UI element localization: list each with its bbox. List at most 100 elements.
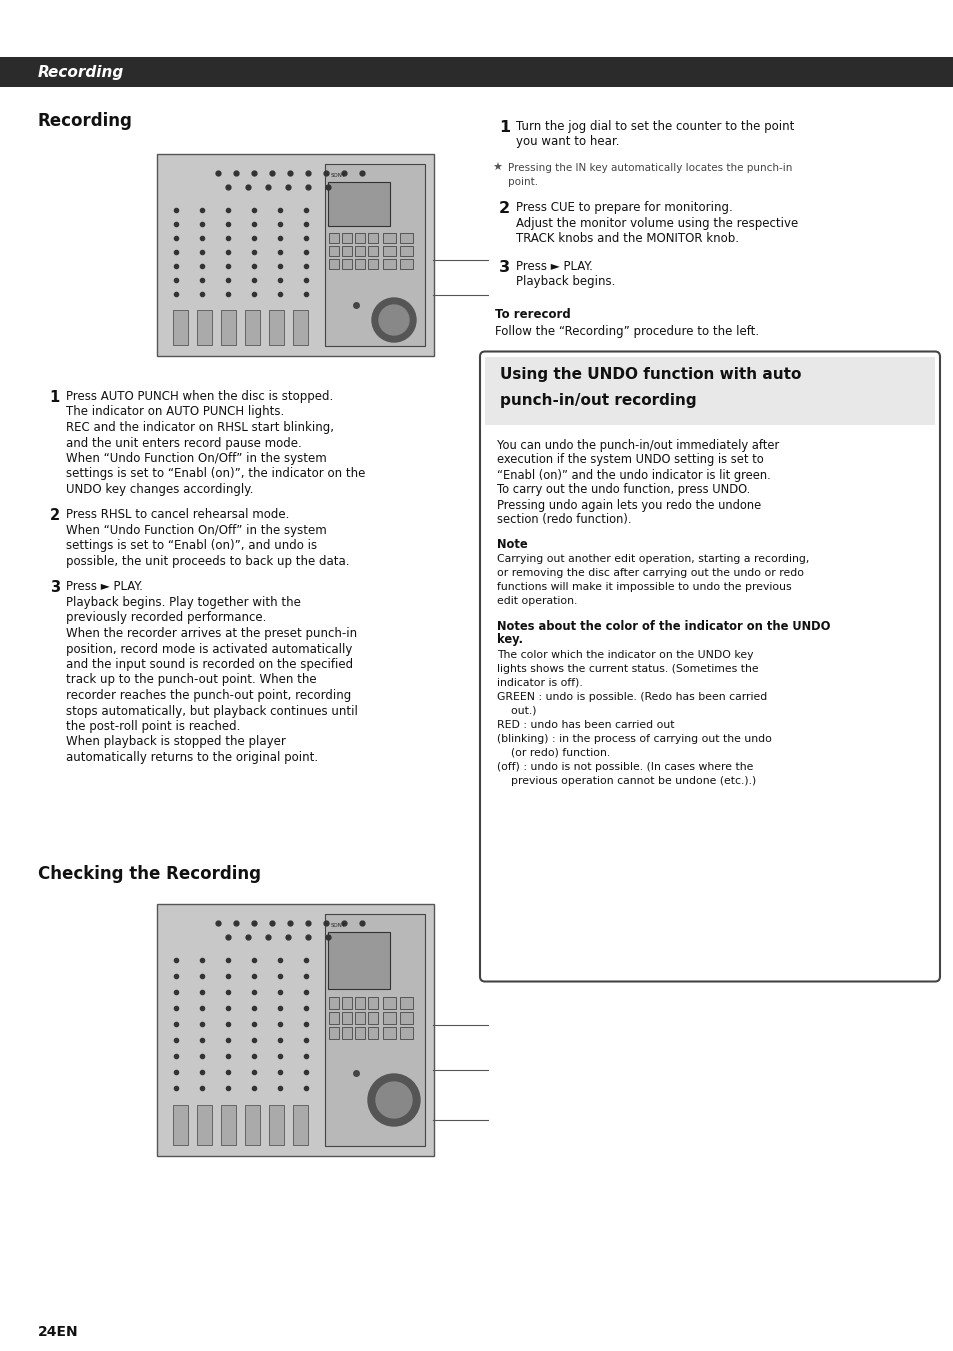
FancyBboxPatch shape — [269, 1105, 284, 1146]
Text: REC and the indicator on RHSL start blinking,: REC and the indicator on RHSL start blin… — [66, 422, 334, 434]
FancyBboxPatch shape — [368, 232, 377, 243]
Text: Using the UNDO function with auto: Using the UNDO function with auto — [499, 366, 801, 381]
FancyBboxPatch shape — [196, 1105, 212, 1146]
Text: RED : undo has been carried out: RED : undo has been carried out — [497, 720, 674, 730]
Text: Notes about the color of the indicator on the UNDO: Notes about the color of the indicator o… — [497, 620, 830, 632]
Text: When “Undo Function On/Off” in the system: When “Undo Function On/Off” in the syste… — [66, 453, 327, 465]
FancyBboxPatch shape — [293, 309, 308, 345]
Text: “Enabl (on)” and the undo indicator is lit green.: “Enabl (on)” and the undo indicator is l… — [497, 469, 770, 481]
Text: SONY: SONY — [331, 923, 346, 928]
Text: SONY: SONY — [331, 173, 346, 178]
FancyBboxPatch shape — [172, 1105, 188, 1146]
Text: When playback is stopped the player: When playback is stopped the player — [66, 735, 286, 748]
FancyBboxPatch shape — [382, 246, 395, 255]
Text: (off) : undo is not possible. (In cases where the: (off) : undo is not possible. (In cases … — [497, 762, 753, 771]
Text: ★: ★ — [492, 163, 501, 173]
Text: recorder reaches the punch-out point, recording: recorder reaches the punch-out point, re… — [66, 689, 351, 703]
FancyBboxPatch shape — [341, 997, 352, 1009]
Text: point.: point. — [507, 177, 537, 186]
FancyBboxPatch shape — [341, 246, 352, 255]
Text: UNDO key changes accordingly.: UNDO key changes accordingly. — [66, 484, 253, 496]
Text: Press CUE to prepare for monitoring.: Press CUE to prepare for monitoring. — [516, 201, 732, 213]
FancyBboxPatch shape — [325, 915, 424, 1146]
Text: previously recorded performance.: previously recorded performance. — [66, 612, 266, 624]
Text: You can undo the punch-in/out immediately after: You can undo the punch-in/out immediatel… — [497, 439, 779, 451]
FancyBboxPatch shape — [368, 246, 377, 255]
Text: out.): out.) — [497, 705, 536, 716]
Text: stops automatically, but playback continues until: stops automatically, but playback contin… — [66, 704, 357, 717]
FancyBboxPatch shape — [341, 1027, 352, 1039]
Text: Checking the Recording: Checking the Recording — [38, 865, 261, 884]
Text: edit operation.: edit operation. — [497, 596, 577, 605]
Text: To rerecord: To rerecord — [495, 308, 570, 322]
Text: Playback begins. Play together with the: Playback begins. Play together with the — [66, 596, 300, 609]
Text: 2: 2 — [498, 201, 510, 216]
FancyBboxPatch shape — [172, 309, 188, 345]
FancyBboxPatch shape — [382, 1012, 395, 1024]
FancyBboxPatch shape — [196, 309, 212, 345]
Text: and the input sound is recorded on the specified: and the input sound is recorded on the s… — [66, 658, 353, 671]
FancyBboxPatch shape — [245, 1105, 260, 1146]
Text: The indicator on AUTO PUNCH lights.: The indicator on AUTO PUNCH lights. — [66, 405, 284, 419]
FancyBboxPatch shape — [355, 1012, 365, 1024]
Text: Follow the “Recording” procedure to the left.: Follow the “Recording” procedure to the … — [495, 324, 759, 338]
FancyBboxPatch shape — [355, 259, 365, 269]
FancyBboxPatch shape — [269, 309, 284, 345]
FancyBboxPatch shape — [355, 1027, 365, 1039]
FancyBboxPatch shape — [479, 351, 939, 981]
FancyBboxPatch shape — [355, 232, 365, 243]
Bar — [0, 57, 953, 86]
FancyBboxPatch shape — [382, 997, 395, 1009]
Text: Playback begins.: Playback begins. — [516, 276, 615, 288]
FancyBboxPatch shape — [484, 357, 934, 424]
FancyBboxPatch shape — [329, 246, 338, 255]
Text: Note: Note — [497, 539, 527, 551]
FancyBboxPatch shape — [341, 1012, 352, 1024]
Text: Press AUTO PUNCH when the disc is stopped.: Press AUTO PUNCH when the disc is stoppe… — [66, 390, 333, 403]
FancyBboxPatch shape — [293, 1105, 308, 1146]
FancyBboxPatch shape — [329, 259, 338, 269]
Text: 3: 3 — [50, 581, 60, 596]
Text: execution if the system UNDO setting is set to: execution if the system UNDO setting is … — [497, 454, 763, 466]
Text: 2: 2 — [50, 508, 60, 523]
Text: functions will make it impossible to undo the previous: functions will make it impossible to und… — [497, 581, 791, 592]
Circle shape — [378, 305, 409, 335]
Text: Pressing the IN key automatically locates the punch-in: Pressing the IN key automatically locate… — [507, 163, 792, 173]
FancyBboxPatch shape — [368, 259, 377, 269]
Text: Adjust the monitor volume using the respective: Adjust the monitor volume using the resp… — [516, 216, 798, 230]
FancyBboxPatch shape — [245, 309, 260, 345]
Text: Press ► PLAY.: Press ► PLAY. — [66, 581, 143, 593]
FancyBboxPatch shape — [368, 1027, 377, 1039]
FancyBboxPatch shape — [355, 246, 365, 255]
Text: To carry out the undo function, press UNDO.: To carry out the undo function, press UN… — [497, 484, 749, 497]
FancyBboxPatch shape — [355, 997, 365, 1009]
FancyBboxPatch shape — [341, 259, 352, 269]
FancyBboxPatch shape — [329, 1012, 338, 1024]
Text: Press RHSL to cancel rehearsal mode.: Press RHSL to cancel rehearsal mode. — [66, 508, 289, 521]
Text: (or redo) function.: (or redo) function. — [497, 747, 610, 758]
FancyBboxPatch shape — [368, 997, 377, 1009]
Text: Press ► PLAY.: Press ► PLAY. — [516, 259, 592, 273]
Text: previous operation cannot be undone (etc.).): previous operation cannot be undone (etc… — [497, 775, 756, 785]
FancyBboxPatch shape — [399, 1027, 413, 1039]
Text: settings is set to “Enabl (on)”, the indicator on the: settings is set to “Enabl (on)”, the ind… — [66, 467, 365, 481]
Text: automatically returns to the original point.: automatically returns to the original po… — [66, 751, 317, 765]
Text: track up to the punch-out point. When the: track up to the punch-out point. When th… — [66, 674, 316, 686]
Text: possible, the unit proceeds to back up the data.: possible, the unit proceeds to back up t… — [66, 555, 349, 567]
Text: 1: 1 — [498, 120, 510, 135]
Text: key.: key. — [497, 634, 522, 647]
Text: Pressing undo again lets you redo the undone: Pressing undo again lets you redo the un… — [497, 499, 760, 512]
FancyBboxPatch shape — [399, 232, 413, 243]
Text: punch-in/out recording: punch-in/out recording — [499, 393, 696, 408]
Text: When the recorder arrives at the preset punch-in: When the recorder arrives at the preset … — [66, 627, 356, 640]
Text: The color which the indicator on the UNDO key: The color which the indicator on the UND… — [497, 650, 753, 659]
Text: you want to hear.: you want to hear. — [516, 135, 618, 149]
FancyBboxPatch shape — [329, 1027, 338, 1039]
FancyBboxPatch shape — [328, 932, 390, 989]
FancyBboxPatch shape — [382, 232, 395, 243]
Text: (blinking) : in the process of carrying out the undo: (blinking) : in the process of carrying … — [497, 734, 771, 743]
Text: Turn the jog dial to set the counter to the point: Turn the jog dial to set the counter to … — [516, 120, 794, 132]
FancyBboxPatch shape — [221, 1105, 235, 1146]
FancyBboxPatch shape — [329, 232, 338, 243]
FancyBboxPatch shape — [399, 259, 413, 269]
